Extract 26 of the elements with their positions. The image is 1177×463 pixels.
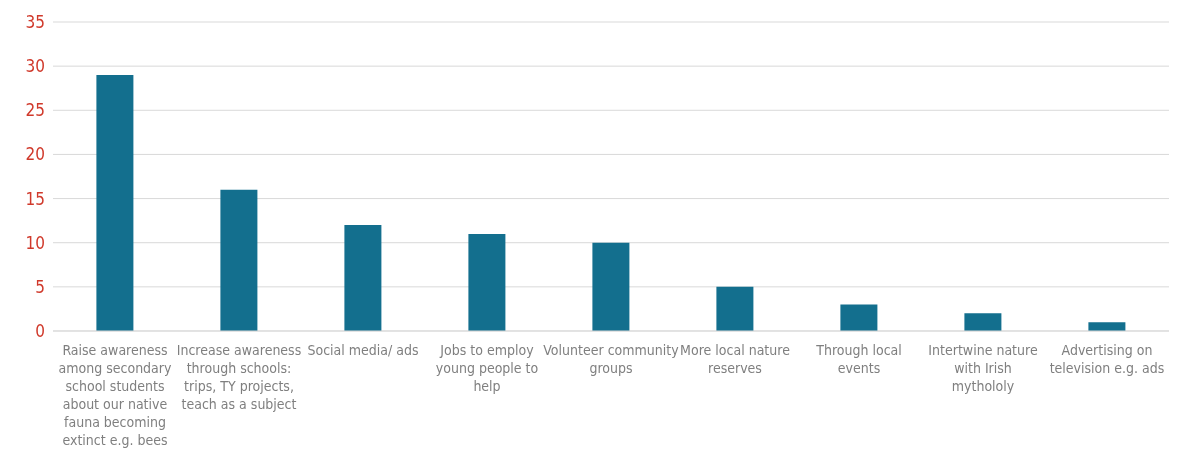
x-tick-label: Intertwine nature with Irish mythololy bbox=[928, 342, 1038, 394]
x-tick-label: Through local events bbox=[815, 342, 902, 376]
y-tick-label: 5 bbox=[35, 276, 45, 297]
x-tick-label: More local nature reserves bbox=[680, 342, 791, 376]
y-tick-label: 30 bbox=[25, 56, 45, 77]
x-tick-label: Social media/ ads bbox=[307, 342, 419, 358]
y-tick-label: 15 bbox=[25, 188, 45, 209]
x-tick-label: Advertising on television e.g. ads bbox=[1049, 342, 1165, 376]
y-tick-label: 0 bbox=[35, 321, 45, 342]
y-tick-label: 10 bbox=[25, 232, 45, 253]
bar bbox=[468, 233, 506, 331]
y-tick-label: 20 bbox=[25, 144, 45, 165]
bar bbox=[220, 189, 258, 331]
bar bbox=[592, 242, 630, 331]
bar bbox=[840, 304, 878, 331]
x-tick-label: Raise awareness among secondary school students about our native fauna becoming extinct e.g. bees bbox=[58, 342, 173, 448]
bar bbox=[964, 313, 1002, 331]
x-tick-label: Volunteer community groups bbox=[543, 342, 680, 376]
bar bbox=[1088, 322, 1126, 331]
x-tick-label: Increase awareness through schools: trips, TY projects, teach as a subject bbox=[176, 342, 302, 412]
x-tick-label: Jobs to employ young people to help bbox=[435, 342, 539, 394]
y-tick-label: 25 bbox=[25, 100, 45, 121]
y-tick-label: 35 bbox=[25, 12, 45, 33]
bar bbox=[96, 74, 134, 331]
bar bbox=[344, 225, 382, 331]
bar bbox=[716, 286, 754, 331]
